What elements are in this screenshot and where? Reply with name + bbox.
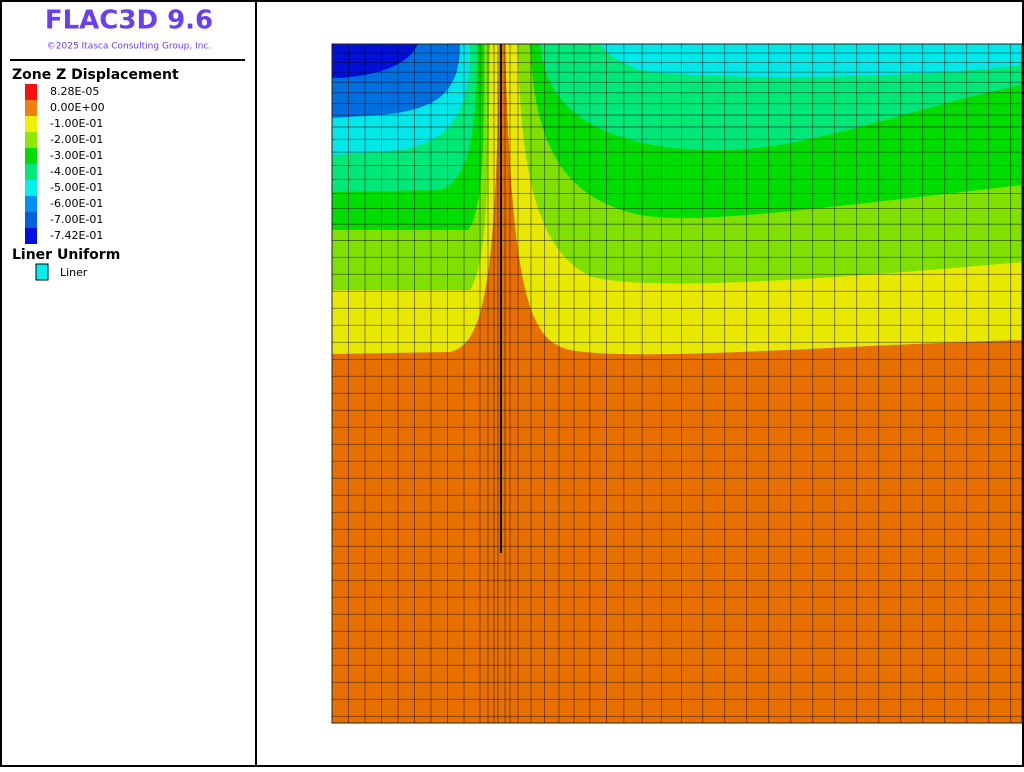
legend-swatch — [25, 84, 37, 100]
legend-label: -6.00E-01 — [50, 197, 103, 210]
legend-swatch — [25, 212, 37, 228]
darkblue-zone — [332, 44, 418, 78]
legend-label: -2.00E-01 — [50, 133, 103, 146]
copyright: ©2025 Itasca Consulting Group, Inc. — [47, 42, 211, 52]
legend-swatch — [25, 132, 37, 148]
liner-swatch — [35, 263, 49, 281]
legend-label: -5.00E-01 — [50, 181, 103, 194]
legend-label: -7.42E-01 — [50, 229, 103, 242]
legend: 8.28E-05 0.00E+00 -1.00E-01 -2.00E-01 -3.00E… — [25, 84, 105, 244]
legend-label: -1.00E-01 — [50, 117, 103, 130]
cyan-zone-right — [600, 44, 1022, 77]
legend-swatch — [25, 148, 37, 164]
liner-title: Liner Uniform — [12, 247, 120, 263]
mesh-border — [331, 43, 1023, 724]
legend-swatch — [25, 180, 37, 196]
legend-title: Zone Z Displacement — [12, 67, 179, 83]
legend-label: -7.00E-01 — [50, 213, 103, 226]
legend-label: 8.28E-05 — [50, 85, 99, 98]
legend-label: -4.00E-01 — [50, 165, 103, 178]
legend-swatch — [25, 164, 37, 180]
contour-plot — [331, 43, 1023, 724]
legend-swatch — [25, 228, 37, 244]
liner-label: Liner — [60, 266, 88, 279]
legend-swatch — [25, 116, 37, 132]
legend-swatch — [25, 100, 37, 116]
app-title: FLAC3D 9.6 — [45, 6, 213, 36]
legend-swatch — [25, 196, 37, 212]
legend-label: -3.00E-01 — [50, 149, 103, 162]
legend-label: 0.00E+00 — [50, 101, 105, 114]
